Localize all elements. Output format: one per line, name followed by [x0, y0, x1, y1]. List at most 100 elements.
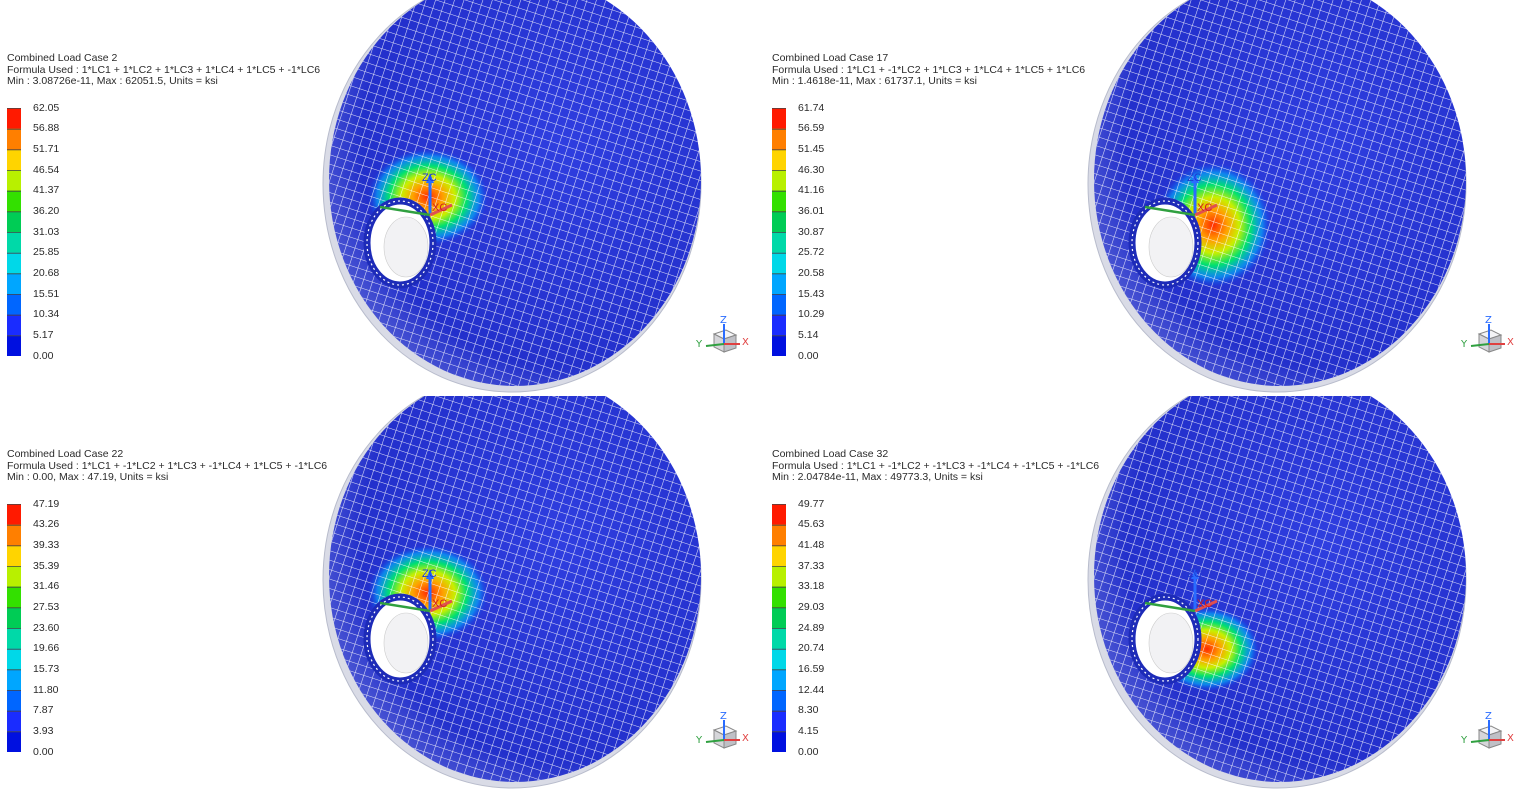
legend-value: 45.63: [798, 518, 825, 531]
legend-value: 39.33: [33, 538, 60, 551]
triad-y-label: Y: [696, 735, 703, 746]
result-formula: Formula Used : 1*LC1 + -1*LC2 + -1*LC3 +…: [772, 459, 1100, 472]
legend-value: 35.39: [33, 559, 60, 572]
legend-value: 56.88: [33, 122, 60, 135]
legend-value: 33.18: [798, 580, 825, 593]
legend-ticks: [772, 108, 786, 337]
result-viewport-4[interactable]: Combined Load Case 32 Formula Used : 1*LC…: [765, 396, 1530, 792]
legend-color-bar: [7, 108, 21, 356]
legend-value: 5.17: [33, 328, 54, 341]
result-minmax: Min : 1.4618e-11, Max : 61737.1, Units =…: [772, 75, 977, 88]
triad-z-label: Z: [1485, 315, 1492, 326]
legend-value: 15.73: [33, 662, 60, 675]
result-viewport-1[interactable]: Combined Load Case 2 Formula Used : 1*LC1…: [0, 0, 765, 396]
legend-value: 20.74: [798, 642, 825, 655]
result-formula: Formula Used : 1*LC1 + 1*LC2 + 1*LC3 + 1…: [7, 63, 321, 76]
triad-z-label: Z: [720, 711, 727, 722]
view-triad[interactable]: Z Y X: [696, 315, 752, 365]
legend-ticks: [772, 504, 786, 733]
wcs-x-label: XC: [1197, 598, 1212, 610]
legend-value: 4.15: [798, 724, 819, 737]
legend-value: 31.46: [33, 580, 60, 593]
view-triad[interactable]: Z Y X: [1461, 315, 1517, 365]
result-header: Combined Load Case 2 Formula Used : 1*LC1…: [7, 52, 321, 88]
legend-value: 24.89: [798, 621, 825, 634]
legend-value: 0.00: [798, 745, 819, 758]
element-mesh: [329, 0, 701, 386]
legend-value: 43.26: [33, 518, 60, 531]
triad-y-label: Y: [1461, 339, 1468, 350]
triad-x-label: X: [742, 337, 749, 348]
element-mesh: [1094, 0, 1466, 386]
result-title: Combined Load Case 2: [7, 52, 118, 64]
triad-cube-icon: [1470, 720, 1505, 749]
wcs-x-label: XC: [1197, 202, 1212, 214]
legend-value: 16.59: [798, 662, 825, 675]
result-minmax: Min : 3.08726e-11, Max : 62051.5, Units …: [7, 75, 218, 88]
wcs-x-label: XC: [432, 598, 447, 610]
triad-z-label: Z: [720, 315, 727, 326]
wcs-z-label: ZC: [1187, 568, 1202, 580]
element-mesh: [1094, 396, 1466, 782]
wcs-axes: [1144, 173, 1218, 217]
legend-value: 41.37: [33, 184, 60, 197]
result-formula: Formula Used : 1*LC1 + -1*LC2 + 1*LC3 + …: [7, 459, 328, 472]
result-viewport-2[interactable]: Combined Load Case 17 Formula Used : 1*LC…: [765, 0, 1530, 396]
nozzle-opening: [1128, 197, 1202, 289]
triad-cube-icon: [1470, 324, 1505, 353]
legend-value: 11.80: [33, 683, 59, 696]
view-triad[interactable]: Z Y X: [696, 711, 752, 761]
legend-value: 20.58: [798, 266, 825, 279]
view-triad[interactable]: Z Y X: [1461, 711, 1517, 761]
legend-value: 30.87: [798, 225, 825, 238]
triad-z-label: Z: [1485, 711, 1492, 722]
nozzle-opening: [363, 197, 437, 289]
result-title: Combined Load Case 32: [772, 448, 889, 460]
result-header: Combined Load Case 22 Formula Used : 1*LC…: [7, 448, 328, 484]
legend-value: 25.85: [33, 246, 60, 259]
fe-mesh-model[interactable]: ZC XC: [765, 0, 1530, 396]
result-header: Combined Load Case 32 Formula Used : 1*LC…: [772, 448, 1100, 484]
legend-ticks: [7, 504, 21, 733]
triad-y-label: Y: [696, 339, 703, 350]
legend-value: 27.53: [33, 600, 60, 613]
nozzle-opening: [363, 593, 437, 685]
legend-value: 49.77: [798, 497, 825, 510]
triad-cube-icon: [705, 324, 740, 353]
result-viewport-3[interactable]: Combined Load Case 22 Formula Used : 1*LC…: [0, 396, 765, 792]
result-title: Combined Load Case 22: [7, 448, 124, 460]
legend-value: 0.00: [33, 745, 54, 758]
triad-cube-icon: [705, 720, 740, 749]
legend-value: 56.59: [798, 122, 825, 135]
legend-ticks: [7, 108, 21, 337]
legend-value: 20.68: [33, 266, 60, 279]
result-minmax: Min : 0.00, Max : 47.19, Units = ksi: [7, 471, 169, 484]
legend-value: 15.51: [33, 287, 60, 300]
legend-value: 8.30: [798, 704, 819, 717]
legend-value: 47.19: [33, 497, 60, 510]
legend-value: 10.34: [33, 308, 60, 321]
legend-color-bar: [772, 504, 786, 752]
nozzle-opening: [1128, 593, 1202, 685]
legend-value: 5.14: [798, 328, 819, 341]
legend-value: 3.93: [33, 724, 54, 737]
legend-value: 36.01: [798, 204, 825, 217]
legend-value: 23.60: [33, 621, 60, 634]
result-header: Combined Load Case 17 Formula Used : 1*LC…: [772, 52, 1086, 88]
result-minmax: Min : 2.04784e-11, Max : 49773.3, Units …: [772, 471, 983, 484]
legend-value: 37.33: [798, 559, 825, 572]
legend-color-bar: [772, 108, 786, 356]
legend-value: 62.05: [33, 101, 60, 114]
legend-value: 41.48: [798, 538, 825, 551]
fe-mesh-model[interactable]: ZC XC: [0, 0, 765, 396]
fe-mesh-model[interactable]: ZC XC: [0, 396, 765, 792]
legend-value: 46.30: [798, 163, 825, 176]
wcs-z-label: ZC: [422, 568, 437, 580]
legend-value: 29.03: [798, 600, 825, 613]
triad-x-label: X: [742, 733, 749, 744]
legend-value: 7.87: [33, 704, 54, 717]
wcs-axes: [379, 173, 453, 217]
wcs-z-label: ZC: [1187, 172, 1202, 184]
result-formula: Formula Used : 1*LC1 + -1*LC2 + 1*LC3 + …: [772, 63, 1086, 76]
fe-mesh-model[interactable]: ZC XC: [765, 396, 1530, 792]
